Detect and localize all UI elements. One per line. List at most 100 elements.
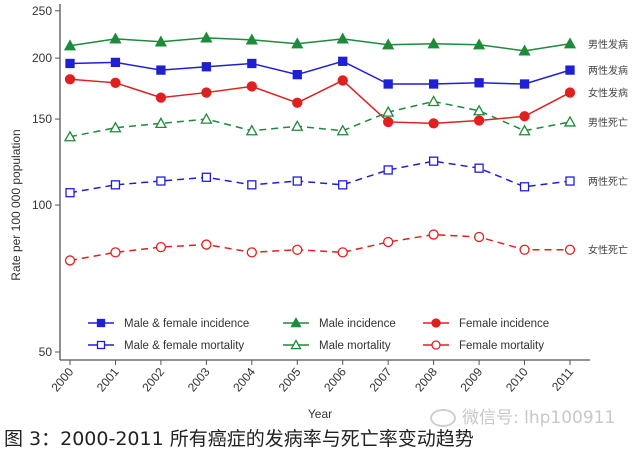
data-point-male_inc	[336, 32, 349, 44]
x-tick-label: 2005	[276, 365, 304, 395]
data-point-male_inc	[63, 39, 77, 51]
data-point-female_inc	[110, 77, 121, 88]
legend-label: Male & female incidence	[124, 318, 249, 330]
data-point-female_mort	[473, 231, 485, 243]
data-point-both_mort	[110, 180, 121, 190]
data-point-both_mort	[474, 163, 484, 173]
watermark: 微信号: lhp100911	[430, 403, 615, 428]
side-label-male_mort: 男性死亡	[588, 116, 628, 129]
series-female_inc	[64, 74, 576, 129]
side-label-female_mort: 女性死亡	[588, 244, 628, 257]
data-point-female_mort	[383, 236, 394, 248]
data-point-female_mort	[155, 241, 167, 253]
data-point-female_inc	[564, 87, 576, 98]
y-tick-label: 50	[39, 345, 53, 359]
legend-label: Male mortality	[319, 340, 391, 352]
y-tick-label: 250	[32, 4, 52, 18]
data-point-female_inc	[155, 92, 167, 103]
figure-caption: 图 3：2000-2011 所有癌症的发病率与死亡率变动趋势	[4, 428, 474, 450]
data-point-male_mort	[245, 124, 258, 136]
data-point-female_mort	[64, 255, 76, 266]
data-point-both_inc	[65, 58, 75, 69]
legend-marker	[431, 340, 441, 350]
data-point-both_inc	[201, 62, 212, 72]
x-tick-label: 2011	[549, 365, 577, 394]
data-point-female_mort	[519, 244, 530, 255]
x-tick-label: 2001	[94, 365, 122, 395]
legend-label: Female mortality	[459, 340, 544, 352]
watermark-text: 微信号: lhp100911	[462, 408, 616, 428]
series-male_inc	[63, 31, 577, 56]
data-point-female_inc	[473, 115, 485, 126]
data-point-male_inc	[518, 44, 531, 56]
data-point-female_inc	[383, 116, 394, 128]
x-tick-label: 2006	[321, 365, 349, 395]
data-point-both_inc	[292, 69, 302, 80]
side-label-male_inc: 男性发病	[588, 38, 628, 51]
data-point-female_inc	[519, 111, 530, 122]
data-point-both_mort	[383, 165, 393, 175]
data-point-male_mort	[291, 119, 304, 131]
data-point-male_inc	[154, 35, 168, 47]
data-point-male_inc	[109, 32, 122, 44]
series-line-female_mort	[69, 233, 570, 262]
chart: 50 100 150 200 250 2000 2001 2002 2003 2004 2005 20…	[9, 4, 628, 420]
series-line-both_inc	[69, 60, 571, 85]
x-tick-label: 2009	[458, 365, 486, 395]
legend-label: Male & female mortality	[124, 340, 244, 352]
data-point-female_mort	[428, 229, 439, 240]
data-point-female_inc	[337, 75, 348, 86]
legend-label: Male incidence	[319, 318, 396, 330]
legend-marker	[290, 339, 302, 350]
data-point-male_inc	[245, 33, 258, 45]
legend-item-female_mort: Female mortality	[423, 340, 544, 352]
data-point-male_inc	[291, 37, 304, 49]
data-point-male_mort	[109, 121, 122, 133]
data-point-both_inc	[474, 78, 484, 88]
data-point-both_mort	[201, 172, 212, 182]
data-point-male_mort	[518, 124, 531, 136]
x-tick-label: 2003	[185, 365, 213, 395]
data-point-male_mort	[200, 112, 213, 124]
series-line-male_mort	[69, 100, 571, 138]
x-tick-label: 2007	[367, 365, 395, 395]
series-line-both_mort	[69, 160, 571, 194]
data-point-male_mort	[63, 130, 77, 142]
series-female_mort	[64, 229, 576, 266]
side-label-both_mort: 两性死亡	[588, 175, 628, 188]
legend-item-both_mort: Male & female mortality	[88, 340, 244, 352]
legend: Male & female incidence Male incidence Fem…	[88, 317, 549, 352]
legend-item-male_inc: Male incidence	[283, 317, 396, 330]
data-point-female_inc	[64, 74, 76, 85]
y-tick-label: 200	[32, 51, 52, 65]
y-tick-label: 100	[32, 198, 52, 212]
x-tick-label: 2008	[412, 365, 440, 395]
data-point-female_mort	[292, 244, 303, 255]
data-point-female_mort	[564, 244, 576, 255]
data-point-male_mort	[382, 105, 395, 117]
data-point-female_mort	[201, 239, 212, 250]
side-label-both_inc: 两性发病	[588, 64, 628, 77]
x-tick-label: 2002	[139, 365, 167, 395]
series-line-female_inc	[69, 78, 571, 125]
data-point-both_inc	[428, 79, 439, 89]
x-tick-label: 2010	[503, 365, 531, 395]
data-point-male_mort	[427, 95, 440, 107]
data-point-female_mort	[337, 247, 348, 258]
data-point-male_inc	[563, 37, 577, 49]
x-tick-label: 2004	[230, 365, 258, 395]
data-point-male_mort	[336, 124, 349, 136]
data-point-both_mort	[292, 176, 302, 186]
data-point-both_inc	[338, 56, 348, 66]
legend-marker	[290, 317, 302, 328]
y-axis-title: Rate per 100 000 population	[9, 129, 23, 280]
data-point-both_inc	[247, 58, 257, 69]
side-label-female_inc: 女性发病	[588, 87, 628, 100]
legend-marker	[96, 340, 106, 350]
series-layer	[63, 31, 577, 266]
series-line-male_inc	[69, 37, 571, 52]
data-point-both_mort	[156, 176, 166, 186]
data-point-female_inc	[428, 118, 439, 129]
legend-marker	[431, 318, 441, 328]
data-point-female_mort	[110, 247, 121, 258]
